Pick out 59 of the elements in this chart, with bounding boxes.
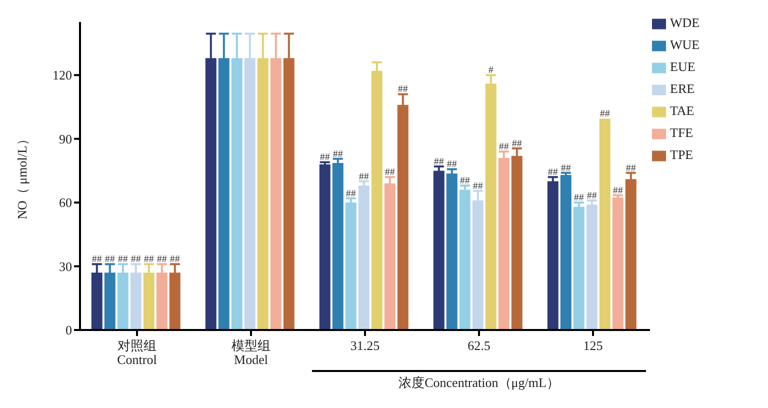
- bar: [560, 174, 572, 330]
- y-axis-title: NO（ μmol/L）: [14, 132, 30, 220]
- bar: [345, 202, 356, 330]
- data-label: ##: [600, 108, 610, 120]
- x-axis-title: 浓度Concentration（μg/mL）: [398, 374, 560, 392]
- bar: [599, 118, 610, 330]
- bar: [459, 190, 470, 330]
- data-label: ##: [626, 162, 636, 174]
- legend-label: TAE: [670, 103, 694, 118]
- x-tick-label: 模型组 Model: [232, 338, 270, 367]
- data-label: ##: [332, 148, 343, 160]
- legend-label: TPE: [670, 147, 694, 162]
- data-label: ##: [170, 254, 180, 266]
- data-label: ##: [144, 254, 154, 266]
- y-tick-label: 120: [52, 68, 72, 83]
- data-label: ##: [398, 84, 408, 96]
- bar: [319, 164, 330, 330]
- data-label: ##: [156, 254, 167, 266]
- data-label: ##: [574, 192, 584, 204]
- x-tick-label: 31.25: [350, 338, 380, 353]
- data-label: ##: [384, 167, 395, 178]
- data-label: ##: [460, 176, 470, 187]
- bar: [358, 186, 370, 330]
- y-tick-label: 30: [59, 258, 72, 274]
- data-label: ##: [358, 171, 369, 182]
- bar: [612, 197, 624, 330]
- y-tick-label: 0: [66, 322, 72, 338]
- data-label: ##: [586, 190, 597, 202]
- legend-label: TFE: [670, 125, 694, 140]
- bar: [332, 163, 344, 330]
- x-tick-label: 对照组 Control: [117, 338, 158, 367]
- data-label: ##: [446, 159, 457, 170]
- data-label: ##: [320, 152, 330, 164]
- data-label: ##: [498, 142, 509, 153]
- legend-label: WDE: [670, 15, 700, 30]
- data-label: #: [488, 65, 494, 76]
- legend-label: WUE: [670, 37, 700, 52]
- x-tick-label: 125: [583, 338, 603, 353]
- data-label: ##: [560, 162, 571, 174]
- bar: [547, 181, 558, 330]
- data-label: ##: [104, 254, 115, 266]
- data-label: ##: [512, 138, 522, 150]
- y-tick-label: 90: [59, 131, 72, 146]
- data-label: ##: [92, 254, 102, 266]
- bar: [573, 206, 584, 330]
- data-label: ##: [472, 180, 483, 192]
- data-label: ##: [118, 254, 128, 266]
- data-label: ##: [346, 188, 356, 200]
- data-label: ##: [612, 185, 623, 196]
- data-label: ##: [548, 167, 558, 178]
- y-tick-label: 60: [59, 195, 72, 210]
- bar: [433, 170, 444, 330]
- legend-label: EUE: [670, 59, 696, 74]
- bar: [586, 204, 598, 330]
- x-tick-label: 62.5: [468, 338, 490, 353]
- data-label: ##: [130, 254, 141, 266]
- bar: [446, 173, 458, 330]
- legend-label: ERE: [670, 81, 695, 96]
- data-label: ##: [434, 156, 444, 168]
